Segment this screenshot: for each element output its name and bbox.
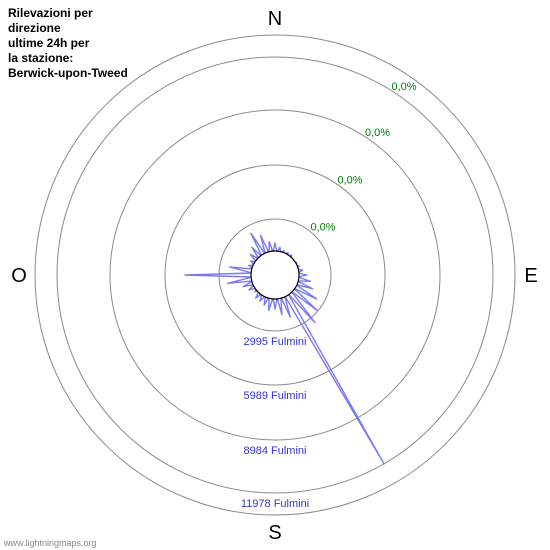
footer-credit: www.lightningmaps.org bbox=[4, 538, 97, 548]
compass-w: O bbox=[11, 265, 27, 287]
ring-label-pct: 0,0% bbox=[391, 81, 416, 93]
ring-label-pct: 0,0% bbox=[337, 175, 362, 187]
polar-chart-container: Rilevazioni per direzione ultime 24h per… bbox=[0, 0, 550, 550]
compass-s: S bbox=[268, 522, 281, 544]
ring-label-count: 8984 Fulmini bbox=[244, 445, 307, 457]
compass-e: E bbox=[524, 265, 537, 287]
center-circle bbox=[251, 251, 299, 299]
ring-label-count: 11978 Fulmini bbox=[241, 498, 309, 510]
compass-n: N bbox=[268, 8, 282, 30]
polar-chart-svg: N S E O 0,0% 0,0% 0,0% 0,0% 2995 Fulmini 5989 Ful… bbox=[0, 0, 550, 550]
ring-label-count: 2995 Fulmini bbox=[244, 336, 307, 348]
chart-title: Rilevazioni per direzione ultime 24h per… bbox=[8, 6, 128, 81]
ring-label-count: 5989 Fulmini bbox=[244, 390, 307, 402]
ring-label-pct: 0,0% bbox=[365, 127, 390, 139]
ring-label-pct: 0,0% bbox=[310, 222, 335, 234]
